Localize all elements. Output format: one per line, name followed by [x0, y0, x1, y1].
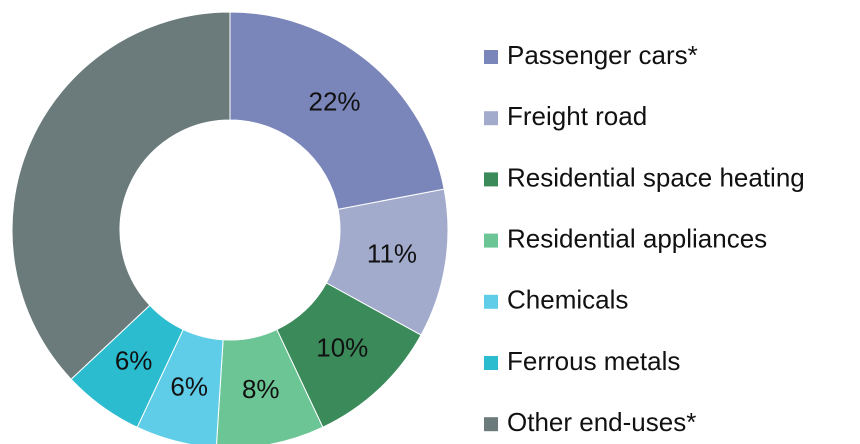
- legend-swatch: [484, 50, 498, 64]
- slice: [11, 11, 231, 380]
- data-label: 6%: [115, 346, 153, 376]
- legend-swatch: [484, 111, 498, 126]
- data-label: 11%: [367, 239, 417, 269]
- legend-label: Passenger cars*: [507, 40, 698, 70]
- data-label: 6%: [170, 372, 208, 402]
- legend-swatch: [484, 294, 498, 309]
- legend-label: Chemicals: [507, 285, 628, 315]
- legend-label: Freight road: [507, 101, 647, 131]
- data-label: 10%: [316, 332, 368, 362]
- legend-swatch: [484, 356, 498, 370]
- legend-label: Residential space heating: [507, 162, 805, 192]
- slice: [216, 328, 324, 444]
- legend-label: Ferrous metals: [507, 346, 680, 376]
- legend-label: Residential appliances: [507, 223, 767, 253]
- legend-label: Other end-uses*: [507, 407, 696, 437]
- legend-swatch: [484, 233, 498, 248]
- slice: [229, 11, 445, 210]
- legend-swatch: [484, 172, 498, 187]
- data-label: 22%: [309, 87, 361, 117]
- legend-swatch: [484, 417, 498, 432]
- data-label: 8%: [242, 374, 280, 404]
